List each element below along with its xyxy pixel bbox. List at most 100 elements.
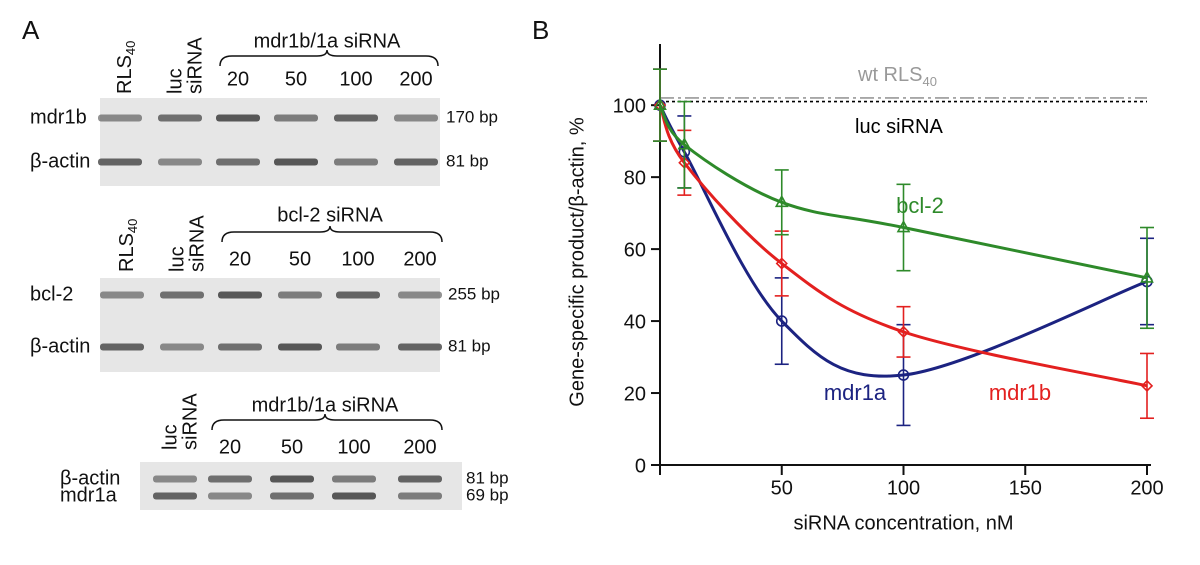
- concentration-label: 20: [229, 248, 251, 270]
- concentration-label: 100: [339, 68, 372, 90]
- lane-label: RLS40: [114, 41, 138, 94]
- marker: [1140, 379, 1154, 392]
- gel: [100, 98, 440, 186]
- band-size: 69 bp: [466, 485, 509, 504]
- group-label: mdr1b/1a siRNA: [252, 394, 399, 416]
- panel-label: B: [532, 15, 549, 45]
- lane-label: luc: [166, 246, 188, 272]
- marker: [653, 97, 667, 110]
- gel: [140, 462, 462, 510]
- marker: [896, 219, 911, 233]
- lane-label: luc: [159, 424, 181, 450]
- lane-label: siRNA: [186, 215, 208, 272]
- gel-band: [153, 492, 197, 500]
- gel-band: [160, 291, 204, 299]
- x-tick-label: 150: [1009, 477, 1042, 499]
- gel-band: [270, 492, 314, 500]
- band-size: 81 bp: [466, 468, 509, 487]
- marker: [897, 369, 910, 381]
- band-size: 81 bp: [446, 151, 489, 170]
- reference-label-text: wt RLS: [857, 64, 922, 86]
- y-tick-label: 40: [624, 311, 646, 333]
- series-label: mdr1b: [989, 380, 1051, 405]
- gel-band: [208, 475, 252, 483]
- reference-label: luc siRNA: [855, 116, 943, 138]
- lane-label-sub: 40: [125, 219, 140, 233]
- marker: [775, 257, 788, 270]
- row-label: mdr1b: [30, 106, 87, 128]
- series-label: mdr1a: [824, 380, 887, 405]
- gel-band: [100, 291, 144, 299]
- gel-band: [270, 475, 314, 483]
- panel-label: A: [22, 15, 40, 45]
- gel-band: [160, 343, 204, 351]
- lane-label: luc: [164, 68, 186, 94]
- lane-label-text: RLS: [114, 55, 136, 94]
- gel-band: [336, 291, 380, 299]
- gel-band: [274, 158, 318, 166]
- gel-band: [278, 291, 322, 299]
- y-tick-label: 0: [635, 455, 646, 477]
- gel-band: [98, 114, 142, 122]
- concentration-label: 50: [285, 68, 307, 90]
- row-label: β-actin: [30, 150, 90, 172]
- gel-band: [216, 158, 260, 166]
- gel-band: [100, 343, 144, 351]
- series-label: bcl-2: [896, 193, 944, 218]
- gel-band: [216, 114, 260, 122]
- gel-band: [218, 291, 262, 299]
- concentration-label: 20: [227, 68, 249, 90]
- concentration-label: 100: [341, 248, 374, 270]
- concentration-label: 100: [337, 436, 370, 458]
- gel-band: [158, 158, 202, 166]
- gel-band: [394, 158, 438, 166]
- marker: [677, 137, 692, 150]
- reference-label-sub: 40: [922, 74, 936, 89]
- concentration-label: 200: [403, 436, 436, 458]
- lane-label-text: RLS: [116, 233, 138, 272]
- row-label: β-actin: [60, 467, 120, 489]
- gel-band: [332, 475, 376, 483]
- marker: [775, 315, 788, 327]
- marker: [774, 194, 789, 208]
- reference-label: wt RLS40: [857, 64, 937, 89]
- gel-band: [398, 343, 442, 351]
- gel-band: [398, 475, 442, 483]
- brace: [219, 49, 439, 67]
- series-line: [658, 104, 1148, 388]
- band-size: 255 bp: [448, 284, 500, 303]
- concentration-label: 50: [281, 436, 303, 458]
- x-tick-label: 100: [887, 477, 920, 499]
- band-size: 81 bp: [448, 336, 491, 355]
- concentration-label: 50: [289, 248, 311, 270]
- gel-band: [274, 114, 318, 122]
- y-tick-label: 80: [624, 167, 646, 189]
- gel-band: [158, 114, 202, 122]
- gel-band: [334, 114, 378, 122]
- gel: [100, 278, 440, 372]
- concentration-label: 20: [219, 436, 241, 458]
- reference-label-text: luc siRNA: [855, 116, 943, 138]
- concentration-label: 200: [403, 248, 436, 270]
- gel-band: [334, 158, 378, 166]
- gel-band: [394, 114, 438, 122]
- gel-band: [153, 475, 197, 483]
- row-label: mdr1a: [60, 484, 118, 506]
- brace: [221, 225, 443, 243]
- band-size: 170 bp: [446, 107, 498, 126]
- group-label: mdr1b/1a siRNA: [254, 30, 401, 52]
- gel-band: [398, 291, 442, 299]
- gel-band: [336, 343, 380, 351]
- brace: [211, 413, 443, 431]
- gel-band: [332, 492, 376, 500]
- y-tick-label: 20: [624, 383, 646, 405]
- marker: [1140, 270, 1154, 283]
- gel-band: [278, 343, 322, 351]
- row-label: β-actin: [30, 335, 90, 357]
- marker: [897, 325, 910, 338]
- x-tick-label: 200: [1130, 477, 1163, 499]
- concentration-label: 200: [399, 68, 432, 90]
- group-label: bcl-2 siRNA: [277, 204, 383, 226]
- x-tick-label: 50: [771, 477, 793, 499]
